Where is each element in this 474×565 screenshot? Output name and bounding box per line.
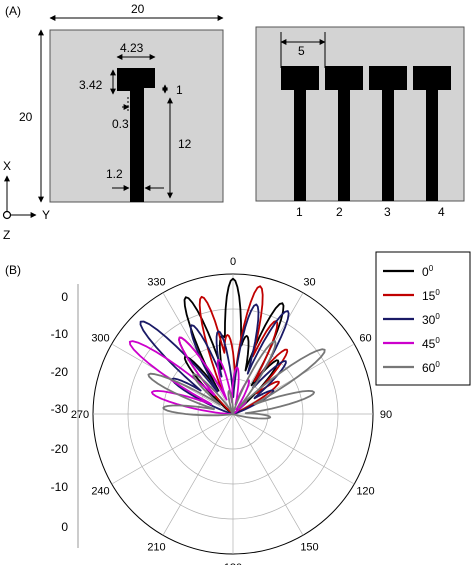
height-dim-label: 20 bbox=[19, 110, 33, 124]
angle-label-330: 330 bbox=[147, 277, 165, 289]
radiating-patch bbox=[117, 68, 155, 91]
panel-a-label: (A) bbox=[5, 4, 21, 18]
angle-label-300: 300 bbox=[91, 333, 109, 345]
z-axis-origin-icon bbox=[2, 210, 12, 220]
offset-label: 0.3 bbox=[112, 117, 129, 131]
polar-series bbox=[128, 277, 326, 420]
z-axis-label: Z bbox=[3, 228, 10, 242]
angle-label-60: 60 bbox=[359, 333, 371, 345]
array-feed-3 bbox=[382, 86, 394, 201]
feed-line bbox=[130, 88, 144, 202]
array-feed-2 bbox=[338, 86, 350, 201]
patch-width-label: 4.23 bbox=[120, 41, 144, 55]
grid-spoke-120 bbox=[232, 413, 355, 485]
array-feed-1 bbox=[294, 86, 306, 201]
angle-label-270: 270 bbox=[71, 409, 89, 421]
angle-label-0: 0 bbox=[230, 256, 236, 268]
angle-label-180: 180 bbox=[224, 562, 242, 565]
port-label-1: 1 bbox=[296, 205, 303, 219]
patch-height-label: 3.42 bbox=[79, 78, 103, 92]
grid-spoke-150 bbox=[232, 413, 304, 536]
radial-tick-lower-1: -10 bbox=[51, 480, 69, 494]
pattern-series-60 bbox=[147, 340, 326, 420]
patch-slot bbox=[144, 88, 155, 94]
pattern-series-0 bbox=[183, 277, 285, 415]
angle-label-240: 240 bbox=[91, 486, 109, 498]
legend-label-0: 00 bbox=[422, 264, 434, 279]
x-axis-label: X bbox=[3, 159, 11, 173]
port-label-4: 4 bbox=[438, 205, 445, 219]
grid-spoke-210 bbox=[162, 413, 234, 536]
angle-label-90: 90 bbox=[380, 409, 392, 421]
radial-tick-upper-0: 0 bbox=[61, 290, 68, 304]
array-feed-4 bbox=[426, 86, 438, 201]
feed-length-label: 12 bbox=[178, 137, 192, 151]
radial-tick-lower-0: -20 bbox=[51, 442, 69, 456]
panel-b-label: (B) bbox=[5, 263, 21, 277]
panel-a: (A) 20 20 4.23 3.42 1 0.3 12 1.2 bbox=[2, 2, 465, 242]
gap-label: 1 bbox=[176, 83, 183, 97]
feed-width-label: 1.2 bbox=[106, 167, 123, 181]
angle-label-120: 120 bbox=[356, 486, 374, 498]
angle-label-150: 150 bbox=[300, 542, 318, 554]
radial-tick-upper-1: -10 bbox=[51, 327, 69, 341]
angle-label-210: 210 bbox=[147, 542, 165, 554]
radial-tick-lower-2: 0 bbox=[61, 520, 68, 534]
grid-spoke-240 bbox=[111, 413, 234, 485]
panel-b: (B) 0 -10 -20 -30 -20 -10 0 0 30 60 90 120 150 180 21… bbox=[5, 251, 471, 565]
width-dim-label: 20 bbox=[131, 2, 145, 16]
array-elements bbox=[281, 66, 451, 201]
port-label-2: 2 bbox=[336, 205, 343, 219]
spacing-label: 5 bbox=[298, 44, 305, 58]
angle-label-30: 30 bbox=[303, 277, 315, 289]
y-axis-label: Y bbox=[42, 208, 50, 222]
radial-tick-labels: 0 -10 -20 -30 -20 -10 0 bbox=[51, 290, 69, 534]
angle-labels: 0 30 60 90 120 150 180 210 240 270 300 330 bbox=[71, 256, 392, 565]
radial-tick-upper-3: -30 bbox=[51, 402, 69, 416]
radial-tick-upper-2: -20 bbox=[51, 365, 69, 379]
port-label-3: 3 bbox=[384, 205, 391, 219]
